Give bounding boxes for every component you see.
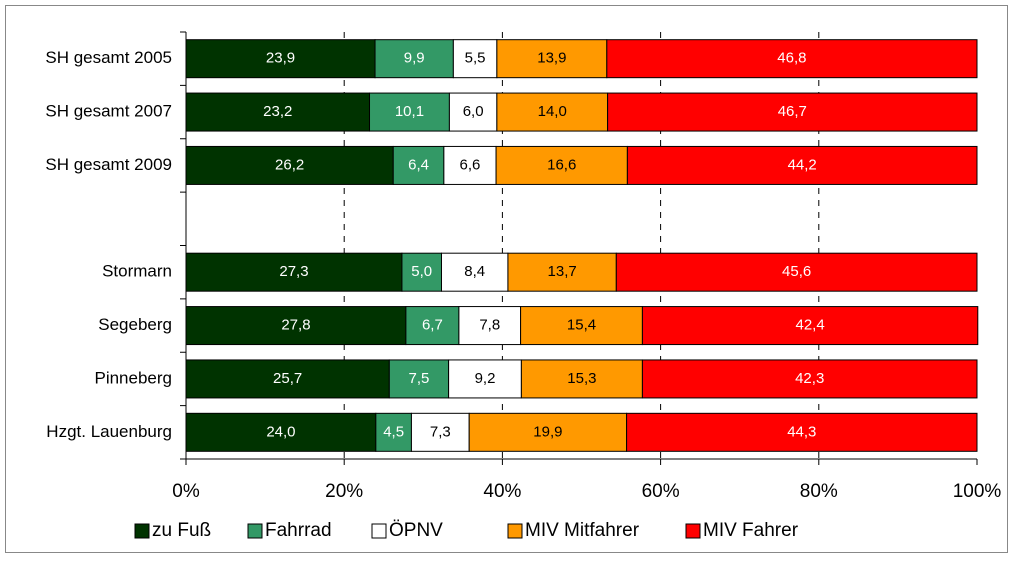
- data-label: 26,2: [275, 156, 304, 173]
- data-label: 6,7: [422, 317, 443, 334]
- bar-segment: [641, 359, 978, 399]
- legend-label: MIV Fahrer: [703, 520, 799, 541]
- legend-swatch: [371, 523, 387, 539]
- data-label: 9,9: [404, 50, 425, 67]
- bar-segment: [374, 39, 454, 79]
- legend-label: Fahrrad: [265, 520, 332, 541]
- bar-segment: [496, 92, 609, 132]
- y-tick-label: Stormarn: [102, 262, 172, 281]
- bar-segment: [185, 306, 407, 346]
- bar-segment: [626, 412, 978, 452]
- data-label: 24,0: [266, 423, 295, 440]
- bar-segment: [410, 412, 470, 452]
- data-label: 7,8: [479, 317, 500, 334]
- y-tick-label: Pinneberg: [94, 368, 172, 387]
- legend-swatch: [134, 523, 150, 539]
- bar-segment: [615, 252, 978, 292]
- legend-label: ÖPNV: [389, 520, 443, 541]
- bar-segment: [185, 92, 371, 132]
- bar-segment: [458, 306, 522, 346]
- bar-segment: [405, 306, 460, 346]
- data-label: 15,3: [567, 370, 596, 387]
- data-label: 10,1: [395, 103, 424, 120]
- bar-segment: [468, 412, 628, 452]
- data-label: 8,4: [464, 263, 485, 280]
- data-label: 46,8: [777, 50, 806, 67]
- bar-segment: [375, 412, 412, 452]
- data-label: 13,7: [548, 263, 577, 280]
- bar-segment: [495, 145, 628, 185]
- y-tick-label: SH gesamt 2009: [45, 155, 172, 174]
- y-tick-label: SH gesamt 2005: [45, 48, 172, 67]
- x-tick-label: 20%: [325, 481, 363, 502]
- data-label: 5,0: [411, 263, 432, 280]
- data-label: 5,5: [465, 50, 486, 67]
- y-tick-label: SH gesamt 2007: [45, 102, 172, 121]
- x-tick-label: 40%: [483, 481, 521, 502]
- bar-segment: [388, 359, 450, 399]
- data-label: 44,2: [788, 156, 817, 173]
- bar-segment: [448, 359, 522, 399]
- bar-segment: [448, 92, 498, 132]
- data-label: 42,3: [795, 370, 824, 387]
- bar-segment: [185, 39, 376, 79]
- bar-segment: [607, 92, 978, 132]
- data-label: 6,4: [408, 156, 429, 173]
- bar-segment: [185, 412, 377, 452]
- data-label: 23,2: [263, 103, 292, 120]
- x-tick-label: 60%: [642, 481, 680, 502]
- x-tick-label: 100%: [953, 481, 1002, 502]
- bar-segment: [626, 145, 978, 185]
- legend-label: zu Fuß: [152, 520, 211, 541]
- data-label: 19,9: [533, 423, 562, 440]
- bar-segment: [520, 306, 643, 346]
- data-label: 23,9: [266, 50, 295, 67]
- data-label: 44,3: [787, 423, 816, 440]
- data-label: 45,6: [782, 263, 811, 280]
- bar-segment: [641, 306, 979, 346]
- data-label: 27,3: [279, 263, 308, 280]
- legend-swatch: [247, 523, 263, 539]
- bar-segment: [369, 92, 450, 132]
- bar-segment: [606, 39, 978, 79]
- data-label: 27,8: [281, 317, 310, 334]
- data-label: 6,6: [460, 156, 481, 173]
- data-label: 42,4: [795, 317, 824, 334]
- data-label: 6,0: [463, 103, 484, 120]
- legend-label: MIV Mitfahrer: [525, 520, 640, 541]
- data-label: 13,9: [537, 50, 566, 67]
- bar-segment: [185, 359, 390, 399]
- y-tick-label: Hzgt. Lauenburg: [46, 422, 172, 441]
- data-label: 46,7: [778, 103, 807, 120]
- legend-swatch: [685, 523, 701, 539]
- y-tick-label: Segeberg: [98, 315, 172, 334]
- data-label: 15,4: [567, 317, 596, 334]
- bar-segment: [185, 252, 403, 292]
- data-label: 7,3: [430, 423, 451, 440]
- data-label: 9,2: [475, 370, 496, 387]
- bar-segment: [440, 252, 509, 292]
- x-tick-label: 80%: [800, 481, 838, 502]
- data-label: 4,5: [383, 423, 404, 440]
- legend-swatch: [507, 523, 523, 539]
- data-label: 25,7: [273, 370, 302, 387]
- data-label: 14,0: [538, 103, 567, 120]
- data-label: 16,6: [547, 156, 576, 173]
- bar-segment: [401, 252, 442, 292]
- data-label: 7,5: [409, 370, 430, 387]
- x-tick-label: 0%: [172, 481, 200, 502]
